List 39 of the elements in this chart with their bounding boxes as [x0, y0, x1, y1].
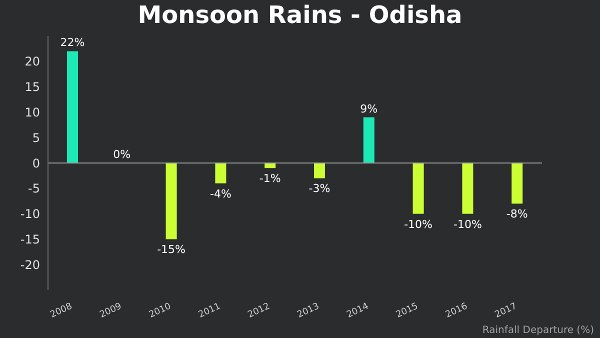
y-tick-label: -15 — [20, 232, 40, 246]
y-tick-label: 15 — [24, 80, 40, 94]
data-label: -1% — [259, 172, 281, 186]
data-label: -15% — [157, 243, 186, 256]
x-tick-label: 2014 — [345, 302, 371, 320]
x-tick-label: 2011 — [197, 302, 222, 320]
x-tick-label: 2012 — [246, 302, 272, 320]
bar — [412, 163, 424, 214]
chart-title: Monsoon Rains - Odisha — [136, 0, 464, 30]
x-tick-label: 2013 — [296, 302, 321, 320]
bar — [215, 163, 226, 184]
data-label: 0% — [113, 148, 131, 161]
x-tick-label: 2017 — [494, 302, 519, 320]
bar — [166, 163, 177, 240]
bar — [462, 163, 474, 214]
bar — [512, 163, 523, 204]
x-tick-label: 2009 — [98, 302, 124, 320]
data-label: -8% — [506, 208, 528, 221]
x-tick-label: 2015 — [394, 302, 420, 320]
data-label: 22% — [60, 36, 85, 50]
y-tick-label: 10 — [24, 105, 40, 120]
y-tick-label: 5 — [32, 130, 40, 145]
x-tick-label: 2010 — [148, 302, 174, 320]
data-label: 9% — [360, 102, 378, 116]
x-axis-title: Rainfall Departure (%) — [482, 325, 594, 336]
data-label: -3% — [308, 182, 330, 196]
y-tick-label: -5 — [28, 182, 40, 196]
y-tick-label: -10 — [20, 207, 40, 222]
bar — [67, 51, 78, 163]
bar — [363, 117, 374, 163]
y-tick-label: -20 — [20, 258, 40, 272]
data-label: -10% — [404, 218, 433, 231]
x-tick-label: 2008 — [48, 302, 74, 320]
data-label: -4% — [210, 187, 232, 200]
x-tick-label: 2016 — [444, 302, 470, 320]
y-tick-label: 0 — [32, 156, 40, 170]
y-tick-label: 20 — [24, 54, 40, 69]
bar — [314, 163, 325, 178]
data-label: -10% — [453, 218, 482, 231]
